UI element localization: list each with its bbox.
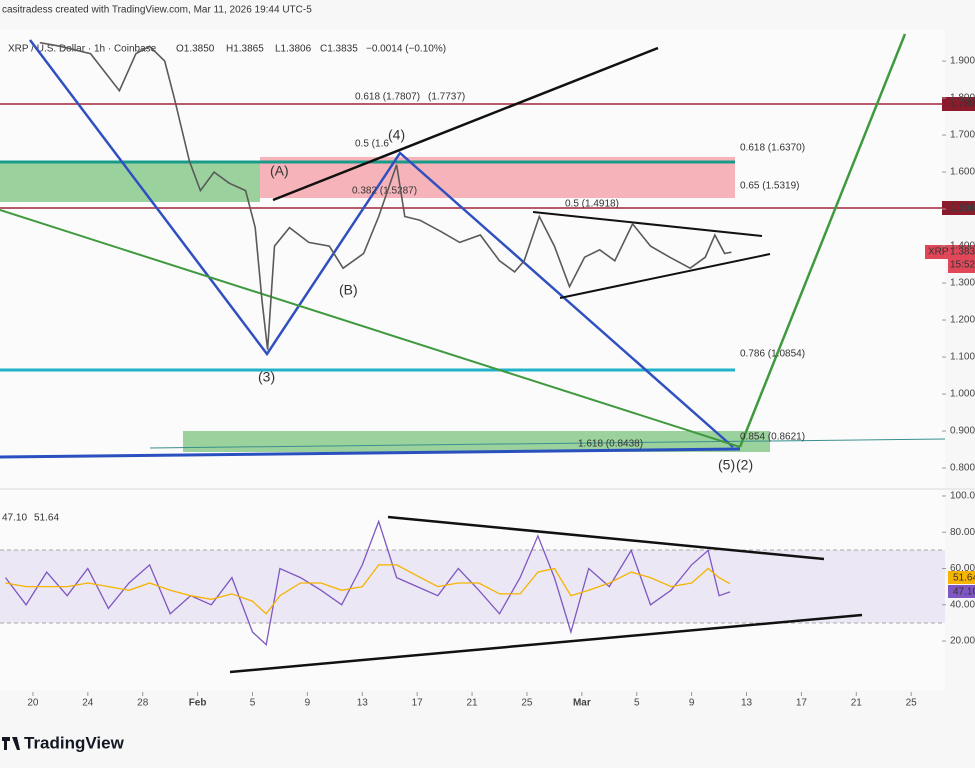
x-tick-label: 5 (634, 698, 640, 709)
rsi-tag-text: 47.10 (953, 587, 975, 598)
fib-label: (1.7737) (428, 92, 465, 103)
x-tick-label: 21 (466, 698, 478, 709)
wave-label: (3) (258, 369, 275, 385)
y-tick-label: 60.00 (950, 563, 975, 574)
rsi-band (0, 550, 945, 623)
x-tick-label: 13 (741, 698, 753, 709)
logo-mark (2, 737, 20, 750)
y-tick-label: 1.600 (950, 167, 975, 178)
x-tick-label: 17 (412, 698, 424, 709)
x-tick-label: 25 (521, 698, 533, 709)
y-tick-label: 1.200 (950, 315, 975, 326)
fib-label: 0.5 (1.4918) (565, 199, 619, 210)
support-line (0, 447, 741, 459)
level-tag-text: 1.780 (950, 99, 975, 110)
y-tick-label: 1.500 (950, 204, 975, 215)
supply-zone (260, 157, 735, 198)
y-tick-label: 1.700 (950, 130, 975, 141)
rsi-tag (948, 571, 975, 584)
x-tick-label: 25 (906, 698, 918, 709)
x-tick-label: 9 (689, 698, 695, 709)
series-line (4, 519, 731, 646)
rsi-legend: 47.10 (2, 513, 27, 524)
trend-line (0, 209, 741, 448)
channel-line (272, 46, 659, 202)
x-tick-label: 21 (851, 698, 863, 709)
x-tick-label: Feb (189, 698, 207, 709)
wave-label: (2) (736, 457, 753, 473)
level-tag-text: 1.501 (950, 203, 975, 214)
rsi-trend-line (229, 613, 863, 674)
rsi-tag (948, 585, 975, 598)
wave-label: (4) (388, 127, 405, 143)
demand-zone (0, 162, 260, 202)
rsi-legend: 51.64 (34, 513, 59, 524)
change: −0.0014 (−0.10%) (366, 44, 446, 55)
fib-label: 0.618 (1.6370) (740, 143, 805, 154)
fib-label: 0.5 (1.6 (355, 139, 389, 150)
price-pane (0, 30, 945, 488)
fib-label: 0.382 (1.5287) (352, 186, 417, 197)
x-tick-label: 9 (305, 698, 311, 709)
wave-label: (5) (718, 457, 735, 473)
x-tick-label: 13 (357, 698, 369, 709)
high: H1.3865 (226, 44, 264, 55)
x-tick-label: 20 (27, 698, 39, 709)
x-tick-label: Mar (573, 698, 591, 709)
y-tick-label: 1.900 (950, 56, 975, 67)
y-tick-label: 0.800 (950, 463, 975, 474)
price-tag (948, 245, 975, 273)
x-tick-label: 17 (796, 698, 808, 709)
y-tick-label: 0.900 (950, 426, 975, 437)
fib-label: 0.786 (1.0854) (740, 349, 805, 360)
rsi-trend-line (387, 515, 825, 561)
attribution: casitradess created with TradingView.com… (2, 5, 312, 16)
y-tick-label: 100.00 (950, 491, 975, 502)
fib-label: 0.854 (0.8621) (740, 432, 805, 443)
fib-label: 1.618 (0.8438) (578, 439, 643, 450)
y-tick-label: 40.00 (950, 599, 975, 610)
fib-label: 0.618 (1.7807) (355, 92, 420, 103)
close: C1.3835 (320, 44, 358, 55)
rsi-tag-text: 51.64 (953, 573, 975, 584)
y-tick-label: 1.400 (950, 241, 975, 252)
series-line (39, 41, 732, 350)
series-line (5, 564, 731, 615)
y-tick-label: 20.00 (950, 636, 975, 647)
triangle-line (532, 211, 763, 237)
logo: TradingView (24, 733, 125, 752)
target-zone (183, 431, 770, 452)
symbol: XRP / U.S. Dollar · 1h · Coinbase (8, 44, 157, 55)
y-tick-label: 1.300 (950, 278, 975, 289)
fib-line (149, 438, 946, 449)
x-tick-label: 24 (82, 698, 94, 709)
projection-line (738, 33, 907, 448)
wave-label: (B) (339, 282, 358, 298)
level-tag (942, 97, 975, 111)
y-tick-label: 1.000 (950, 389, 975, 400)
x-tick-label: 5 (250, 698, 256, 709)
low: L1.3806 (275, 44, 312, 55)
level-tag (942, 201, 975, 215)
wave-label: (A) (270, 163, 289, 179)
x-tick-label: 28 (137, 698, 149, 709)
fib-label: 0.65 (1.5319) (740, 181, 800, 192)
price-tag-text: 1.383 (950, 247, 975, 258)
y-tick-label: 1.100 (950, 352, 975, 363)
triangle-line (559, 253, 771, 299)
open: O1.3850 (176, 44, 215, 55)
y-tick-label: 1.800 (950, 93, 975, 104)
countdown: 15:52 (950, 260, 975, 271)
rsi-pane (0, 490, 945, 690)
y-tick-label: 80.00 (950, 527, 975, 538)
